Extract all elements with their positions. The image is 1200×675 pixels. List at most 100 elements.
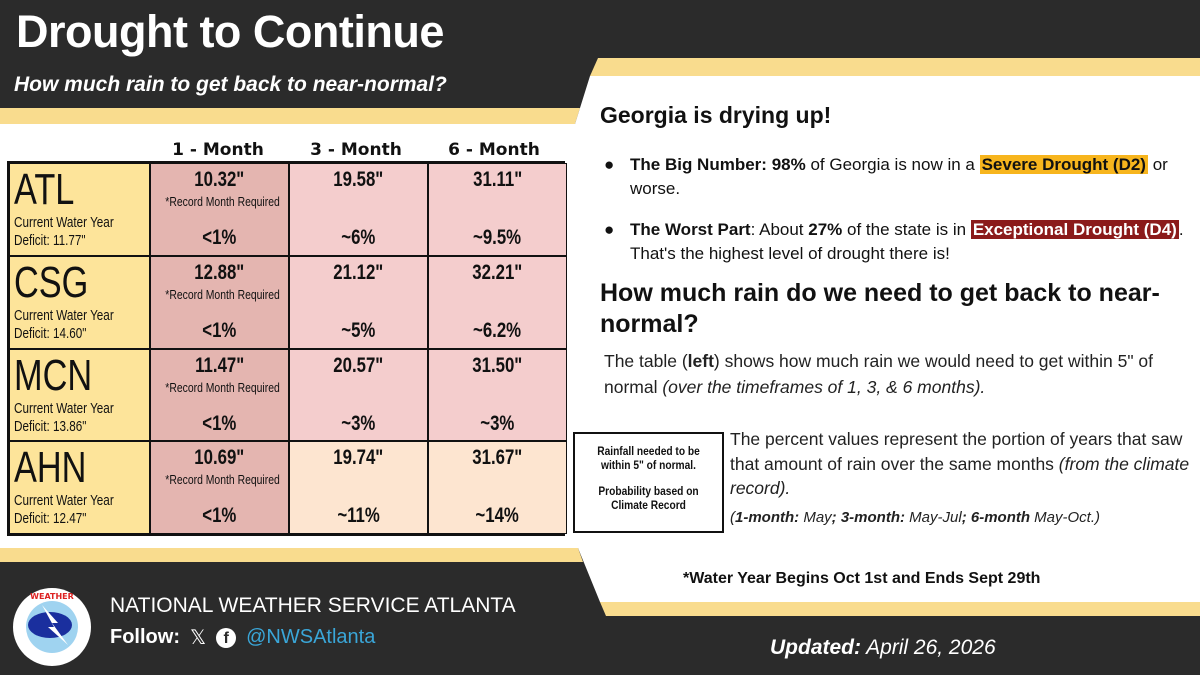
probability: <1%: [202, 226, 237, 249]
probability: <1%: [202, 504, 237, 528]
probability: ~9.5%: [473, 226, 522, 249]
cell-3-month: 19.58" ~6%: [289, 163, 428, 256]
x-icon[interactable]: 𝕏: [189, 627, 207, 649]
org-name: NATIONAL WEATHER SERVICE ATLANTA: [110, 594, 516, 617]
column-header-3-month: 3 - Month: [310, 140, 402, 160]
deficit-label: Current Water Year: [14, 399, 114, 417]
bullet-lead: The Worst Part: [630, 220, 751, 239]
station-code: AHN: [14, 443, 87, 493]
bullet-text: of the state is in: [842, 220, 971, 239]
rain-value: 11.47": [194, 353, 245, 377]
legend-line: Climate Record: [611, 498, 686, 512]
cell-1-month: 12.88" *Record Month Required <1%: [150, 255, 289, 349]
probability: <1%: [202, 411, 237, 435]
text: ; 3-month:: [831, 509, 905, 526]
bullet-text: : About: [750, 220, 809, 239]
text: left: [687, 351, 714, 371]
legend-line: within 5" of normal.: [601, 458, 696, 472]
text: (from the climate record).: [730, 453, 1190, 499]
deficit-label: Current Water Year: [14, 306, 114, 324]
column-header-6-month: 6 - Month: [448, 140, 540, 160]
bullet-lead: The Big Number:: [630, 155, 767, 174]
deficit-value: Deficit: 12.47": [14, 510, 87, 528]
text: May-Jul: [905, 509, 962, 526]
follow-row: Follow: 𝕏 f @NWSAtlanta: [110, 625, 375, 650]
cell-6-month: 31.11" ~9.5%: [428, 163, 567, 256]
twitter-handle-link[interactable]: @NWSAtlanta: [246, 626, 376, 648]
exceptional-drought-highlight: Exceptional Drought (D4): [970, 220, 1179, 239]
record-note: *Record Month Required: [165, 472, 280, 488]
severe-drought-highlight: Severe Drought (D2): [979, 155, 1148, 174]
timeframe-note: (1-month: May; 3-month: May-Jul; 6-month…: [730, 505, 1100, 531]
cell-6-month: 31.67" ~14%: [428, 441, 567, 534]
rain-value: 12.88": [194, 260, 245, 284]
rain-value: 31.11": [472, 168, 523, 191]
rain-value: 21.12": [333, 260, 384, 284]
record-note: *Record Month Required: [165, 286, 280, 302]
percent-explanation: The percent values represent the portion…: [730, 427, 1190, 501]
probability: ~6.2%: [473, 318, 522, 342]
station-cell: AHN Current Water Year Deficit: 12.47": [9, 441, 150, 534]
nws-logo: WEATHER: [13, 588, 91, 666]
rainfall-table: ATL Current Water Year Deficit: 11.77" 10…: [7, 161, 567, 536]
column-header-1-month: 1 - Month: [172, 140, 264, 160]
station-cell: MCN Current Water Year Deficit: 13.86": [9, 348, 150, 442]
right-heading: Georgia is drying up!: [600, 102, 832, 128]
station-code: CSG: [14, 257, 89, 307]
legend-line: Probability based on: [598, 484, 699, 498]
record-note: *Record Month Required: [165, 379, 280, 395]
deficit-label: Current Water Year: [14, 214, 114, 231]
text: 1-month:: [735, 509, 800, 526]
text: May: [799, 509, 832, 526]
probability: ~3%: [341, 411, 376, 435]
page-subtitle: How much rain to get back to near-normal…: [14, 73, 447, 96]
rain-value: 10.69": [194, 446, 245, 470]
probability: <1%: [202, 318, 237, 342]
bullet-pct: 98%: [771, 155, 806, 174]
station-code: ATL: [14, 165, 75, 214]
bullet-icon: ●: [604, 155, 615, 174]
probability: ~14%: [475, 504, 520, 528]
text: (over the timeframes of 1, 3, & 6 months…: [662, 377, 986, 397]
station-cell: ATL Current Water Year Deficit: 11.77": [9, 163, 150, 256]
text: May-Oct.): [1030, 509, 1101, 526]
cell-6-month: 31.50" ~3%: [428, 348, 567, 442]
probability: ~6%: [341, 226, 376, 249]
bullet-text: of Georgia is now in a: [805, 155, 980, 174]
updated-label: Updated:: [770, 636, 861, 659]
page-title: Drought to Continue: [16, 6, 444, 57]
table-legend-box: Rainfall needed to be within 5" of norma…: [573, 432, 724, 533]
cell-1-month: 10.69" *Record Month Required <1%: [150, 441, 289, 534]
table-explanation: The table (left) shows how much rain we …: [604, 348, 1189, 400]
rain-value: 32.21": [472, 260, 523, 284]
text: ) shows how much rain we would need to g…: [604, 351, 1153, 397]
updated-date: Updated: April 26, 2026: [770, 636, 996, 660]
updated-value: April 26, 2026: [866, 636, 996, 659]
rain-value: 31.50": [472, 353, 523, 377]
legend-line: Rainfall needed to be: [597, 444, 700, 458]
deficit-value: Deficit: 11.77": [14, 232, 86, 249]
svg-text:WEATHER: WEATHER: [30, 592, 74, 601]
bullet-text: or worse.: [630, 155, 1168, 198]
cell-3-month: 20.57" ~3%: [289, 348, 428, 442]
record-note: *Record Month Required: [165, 194, 280, 209]
cell-3-month: 19.74" ~11%: [289, 441, 428, 534]
deficit-label: Current Water Year: [14, 492, 114, 510]
follow-label: Follow:: [110, 626, 180, 648]
deficit-value: Deficit: 14.60": [14, 324, 87, 342]
deficit-value: Deficit: 13.86": [14, 417, 87, 435]
facebook-icon[interactable]: f: [216, 627, 237, 648]
cell-1-month: 11.47" *Record Month Required <1%: [150, 348, 289, 442]
water-year-note: *Water Year Begins Oct 1st and Ends Sept…: [683, 570, 1041, 587]
cell-6-month: 32.21" ~6.2%: [428, 255, 567, 349]
text: ; 6-month: [961, 509, 1031, 526]
station-cell: CSG Current Water Year Deficit: 14.60": [9, 255, 150, 349]
probability: ~3%: [480, 411, 515, 435]
station-code: MCN: [14, 350, 93, 400]
bullet-pct: 27%: [808, 220, 843, 239]
bullet-icon: ●: [604, 220, 615, 239]
rain-value: 31.67": [472, 446, 523, 470]
rain-value: 10.32": [194, 168, 245, 191]
rain-value: 19.74": [333, 446, 384, 470]
bullet-text: . That's the highest level of drought th…: [630, 220, 1184, 263]
